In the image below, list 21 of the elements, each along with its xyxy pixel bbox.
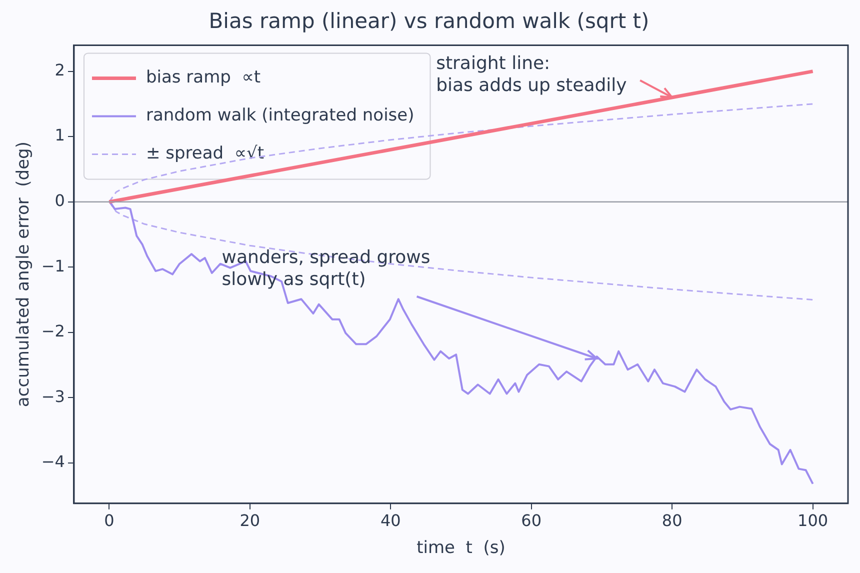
y-tick-label: 1 — [54, 126, 65, 145]
x-tick-label: 100 — [798, 511, 828, 530]
y-tick-label: 2 — [54, 60, 65, 80]
x-tick-label: 40 — [380, 511, 401, 530]
annotation: wanders, spread grows slowly as sqrt(t) — [222, 247, 430, 290]
chart-title: Bias ramp (linear) vs random walk (sqrt t) — [208, 9, 650, 34]
x-axis-title: time t (s) — [416, 538, 506, 558]
legend-label: ± spread ∝√t — [146, 144, 264, 164]
annotation: straight line: bias adds up steadily — [436, 53, 628, 96]
x-tick-label: 20 — [240, 511, 260, 530]
legend-label: bias ramp ∝t — [146, 68, 261, 88]
y-tick-label: −3 — [41, 386, 65, 406]
y-tick-label: −1 — [41, 256, 65, 276]
x-tick-label: 80 — [662, 511, 682, 530]
y-tick-label: −2 — [41, 322, 65, 341]
x-tick-label: 60 — [521, 511, 542, 530]
y-tick-label: 0 — [54, 191, 65, 210]
y-tick-label: −4 — [41, 452, 65, 472]
y-axis-title: accumulated angle error (deg) — [14, 142, 34, 408]
legend-label: random walk (integrated noise) — [146, 106, 414, 126]
x-tick-label: 0 — [104, 511, 114, 530]
